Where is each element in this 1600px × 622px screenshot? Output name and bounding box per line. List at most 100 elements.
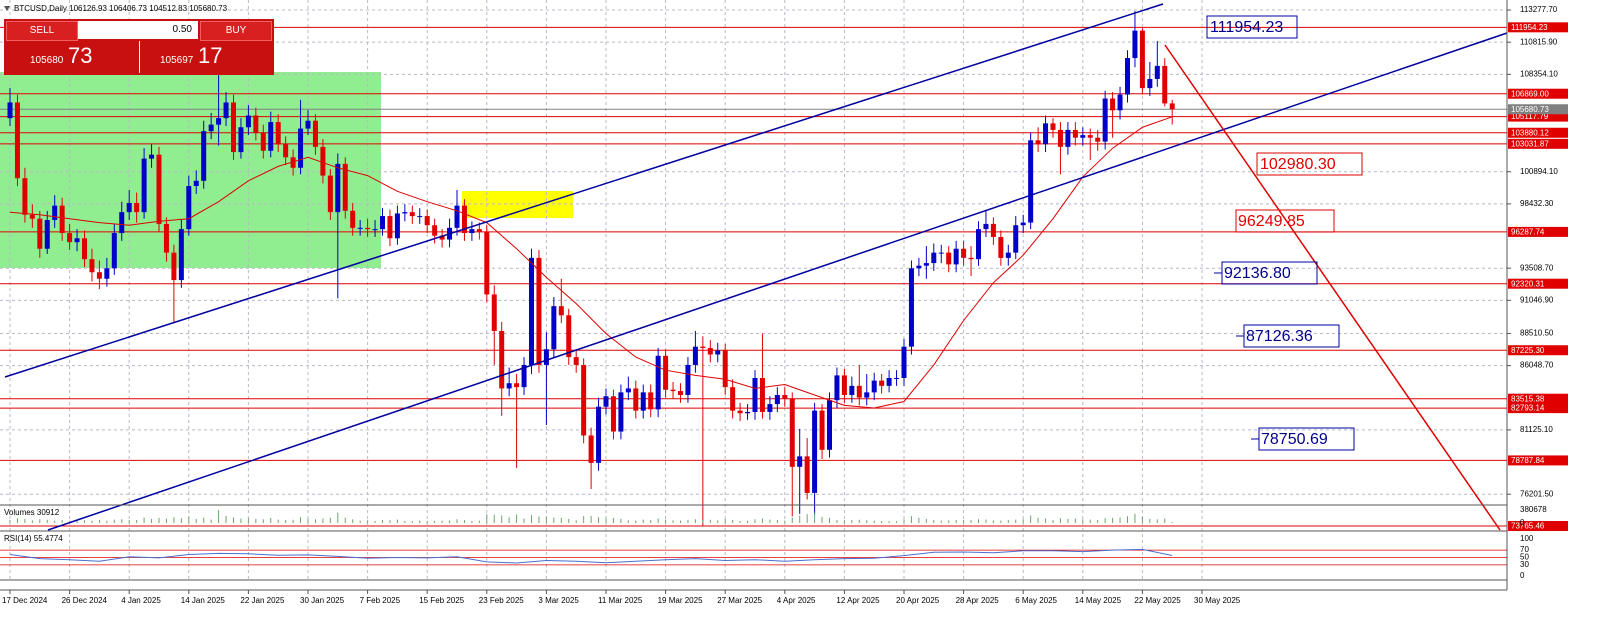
y-tick-label: 110815.90 (1520, 37, 1558, 46)
volume-bar (463, 519, 465, 523)
volume-bar (91, 520, 93, 523)
volume-bar (471, 520, 473, 523)
annotation-box (1256, 152, 1363, 176)
volume-bar (933, 519, 935, 523)
buy-button[interactable]: BUY (200, 21, 272, 41)
candle-body (581, 364, 587, 436)
volume-bar (642, 519, 644, 523)
candle-body (409, 212, 415, 217)
candle-body (558, 306, 564, 316)
candle-body (916, 265, 922, 269)
candle-body (722, 350, 728, 388)
volume-bar (970, 519, 972, 523)
x-tick-label: 7 Feb 2025 (360, 596, 401, 605)
candle-body (618, 392, 624, 432)
candle-body (231, 102, 236, 153)
volume-bar (426, 520, 428, 523)
candle-body (1132, 30, 1138, 59)
candle-body (201, 131, 207, 181)
volume-bar (31, 520, 33, 523)
candle-body (394, 213, 400, 239)
level-line-label: 105117.79 (1511, 112, 1549, 121)
x-tick-label: 28 Apr 2025 (956, 596, 1000, 605)
candle-body (44, 219, 50, 249)
volume-bar (441, 520, 443, 523)
background-objects (0, 72, 573, 268)
level-line-box (1508, 403, 1568, 414)
volume-bar (791, 517, 793, 523)
volume-bar (747, 520, 749, 523)
candle-body (1117, 94, 1123, 111)
candle-body (1035, 140, 1041, 145)
annotation-box (1221, 261, 1318, 285)
volume-bar (858, 519, 860, 523)
volume-bar (754, 519, 756, 523)
x-tick-label: 3 Mar 2025 (538, 596, 579, 605)
candle-body (126, 203, 132, 213)
candle-body (238, 127, 244, 153)
candle-body (193, 180, 199, 187)
volume-bar (76, 520, 78, 523)
volume-bar (523, 518, 525, 523)
volume-bar (605, 518, 607, 523)
volume-bar (1000, 520, 1002, 523)
candle-body (901, 346, 907, 378)
volume-bar (866, 520, 868, 523)
lot-input[interactable]: 0.50 (78, 21, 198, 39)
candle-body (439, 235, 445, 240)
x-tick-label: 14 Jan 2025 (181, 596, 226, 605)
x-tick-label: 27 Mar 2025 (717, 596, 762, 605)
volume-bar (851, 519, 853, 523)
volume-bar (1141, 516, 1143, 523)
volume-bar (203, 517, 205, 523)
volume-bar (843, 520, 845, 523)
candle-body (998, 236, 1004, 258)
sell-button[interactable]: SELL (6, 21, 78, 41)
candle-body (275, 122, 281, 145)
candle-body (14, 102, 20, 179)
candle-body (1087, 135, 1093, 138)
volume-bar (948, 520, 950, 523)
volume-bar (650, 519, 652, 523)
candle-body (834, 375, 840, 401)
y-tick-label: 91046.90 (1520, 295, 1554, 304)
volume-bar (1015, 519, 1017, 523)
volume-bar (188, 516, 190, 523)
x-tick-label: 20 Apr 2025 (896, 596, 940, 605)
level-line-label: 96287.74 (1511, 228, 1545, 237)
volume-bar (307, 518, 309, 523)
candle-body (990, 223, 996, 237)
candle-body (529, 257, 534, 365)
volume-bar (896, 521, 898, 523)
candle-body (312, 120, 318, 147)
level-line-label: 92320.31 (1511, 279, 1545, 288)
volume-bar (657, 518, 659, 523)
candle-body (260, 132, 266, 151)
candle-body (74, 238, 80, 243)
volume-bar (233, 517, 234, 523)
volume-bar (225, 515, 227, 523)
volume-bar (620, 518, 622, 523)
rsi-line (9, 548, 1173, 564)
volume-bar (1097, 519, 1099, 523)
annotation: 78750.69 (1261, 431, 1328, 448)
annotation: 102980.30 (1260, 156, 1336, 173)
level-line-label: 87225.30 (1511, 346, 1545, 355)
candle-body (752, 377, 758, 412)
volume-bar (1089, 519, 1091, 523)
volume-bar (687, 519, 689, 523)
volume-bar (136, 519, 138, 523)
volume-bar (9, 519, 11, 523)
candle-body (715, 350, 721, 355)
volume-bar (98, 519, 100, 523)
candle-body (663, 355, 669, 390)
buy-pips[interactable]: 17 (198, 43, 223, 68)
volume-bar (1171, 521, 1173, 523)
volume-bar (270, 517, 272, 523)
sell-pips[interactable]: 73 (68, 43, 93, 68)
volume-bar (598, 517, 600, 523)
channel-line (47, 32, 1508, 531)
annotation-box (1206, 15, 1298, 39)
candle-body (298, 128, 304, 168)
